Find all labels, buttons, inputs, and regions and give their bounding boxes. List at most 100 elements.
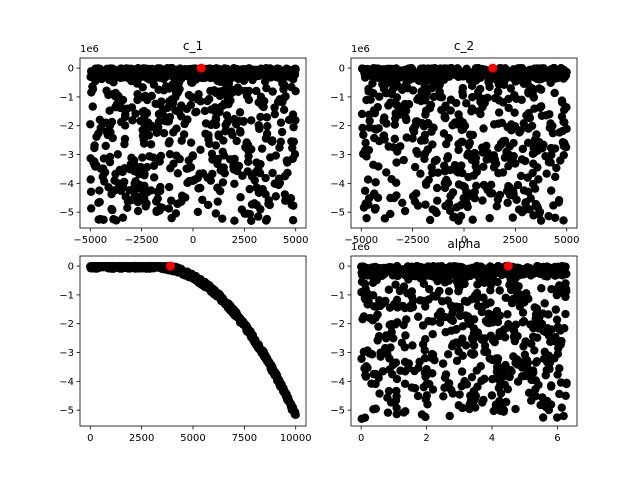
data-point [232, 136, 241, 146]
data-point [458, 137, 467, 147]
data-point [511, 320, 521, 329]
data-point [374, 162, 383, 171]
data-point [468, 350, 478, 359]
data-point [369, 291, 378, 300]
data-point [518, 308, 528, 317]
data-point [88, 262, 98, 271]
data-point [113, 150, 122, 159]
data-point [499, 407, 508, 416]
data-point [142, 108, 152, 118]
data-point [374, 322, 383, 331]
data-point [448, 304, 458, 314]
data-point [473, 280, 482, 289]
data-point [249, 334, 259, 343]
data-point [255, 124, 264, 134]
data-point [247, 116, 256, 125]
highlight-point [488, 63, 498, 73]
data-point [523, 77, 532, 86]
data-point [555, 281, 564, 290]
data-point [379, 116, 388, 125]
data-point [463, 202, 472, 212]
data-point [418, 268, 427, 277]
data-point [403, 262, 412, 271]
data-point [486, 268, 495, 277]
data-point [166, 66, 176, 75]
data-point [359, 130, 368, 139]
data-point [444, 287, 454, 296]
subplot-bottom-left: 0 2500 5000 7500 10000 0 −1 −2 −3 −4 −5 [59, 255, 312, 444]
y-tick-label: 0 [339, 262, 345, 273]
data-point [530, 184, 540, 193]
data-point [235, 126, 245, 136]
data-point [425, 102, 435, 112]
y-tick-label: −5 [59, 208, 74, 219]
y-tick-label: −3 [330, 150, 345, 161]
data-point [131, 261, 141, 271]
data-point [115, 69, 125, 79]
data-point [441, 103, 450, 112]
y-tick-label: 0 [339, 64, 345, 75]
data-point [392, 374, 402, 384]
data-point [444, 72, 454, 81]
data-point [470, 265, 480, 275]
data-point [399, 282, 409, 291]
data-point [391, 280, 400, 289]
data-point [485, 213, 494, 223]
data-point [488, 336, 498, 345]
data-point [198, 195, 207, 205]
subplot-title: c_2 [454, 39, 474, 53]
data-point [254, 165, 263, 174]
data-point [410, 384, 420, 393]
data-point [417, 410, 427, 419]
data-point [542, 169, 551, 178]
data-point [524, 388, 534, 398]
data-point [256, 92, 266, 102]
data-point [107, 117, 117, 127]
data-point [433, 168, 443, 177]
data-point [491, 72, 500, 81]
data-point [142, 162, 152, 172]
data-point [195, 169, 204, 178]
data-point [211, 209, 221, 218]
data-point [218, 167, 228, 176]
data-point [558, 126, 567, 136]
data-point [136, 192, 146, 201]
data-point [172, 124, 181, 133]
data-point [374, 265, 383, 275]
data-point [523, 138, 533, 148]
data-point [278, 383, 288, 392]
x-tick-label: 6 [554, 433, 560, 444]
data-point [480, 347, 489, 356]
data-point [88, 102, 97, 111]
data-point [532, 266, 541, 275]
data-point [443, 350, 453, 359]
data-point [397, 338, 407, 347]
data-point [224, 100, 233, 109]
data-point [510, 336, 520, 346]
data-point [262, 113, 272, 122]
data-point [194, 90, 203, 99]
data-point [279, 85, 288, 94]
data-point [173, 169, 183, 178]
data-point [143, 262, 153, 271]
data-point [375, 389, 384, 398]
data-point [555, 364, 564, 373]
data-point [465, 138, 474, 147]
data-point [510, 108, 519, 117]
data-point [454, 110, 463, 119]
data-point [369, 302, 379, 311]
data-point [519, 186, 529, 195]
data-point [486, 298, 495, 307]
data-point [104, 69, 113, 79]
data-point [96, 164, 106, 173]
data-point [559, 150, 568, 160]
data-point [186, 138, 196, 147]
data-point [428, 205, 437, 214]
data-point [118, 213, 128, 222]
data-point [433, 196, 442, 205]
data-point [167, 196, 176, 205]
data-point [398, 198, 407, 208]
data-point [95, 186, 104, 195]
data-point [275, 178, 285, 188]
y-tick-label: −5 [330, 208, 345, 219]
